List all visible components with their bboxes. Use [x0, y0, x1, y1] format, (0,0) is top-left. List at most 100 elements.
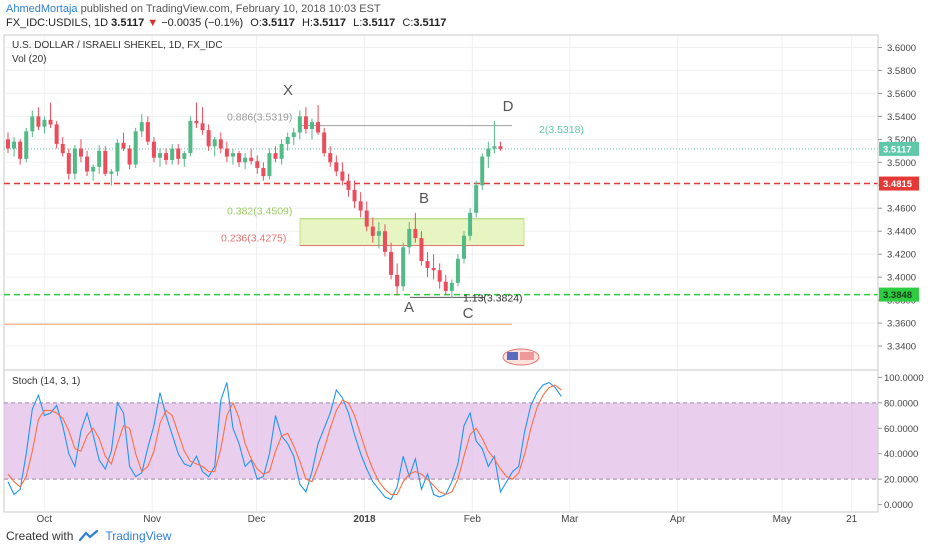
- candle-body: [24, 131, 29, 159]
- candle-body: [151, 141, 156, 158]
- candle-body: [437, 270, 442, 282]
- candle-body: [188, 120, 193, 154]
- candle-body: [370, 226, 375, 236]
- y-tick-label: 3.5200: [887, 135, 916, 146]
- x-tick-label: Oct: [36, 514, 52, 525]
- pattern-point-x: X: [283, 82, 293, 99]
- published-text: published on TradingView.com, February 1…: [80, 3, 381, 15]
- candle-body: [60, 143, 65, 154]
- tradingview-link[interactable]: TradingView: [105, 529, 172, 543]
- fib-zone: [299, 218, 525, 247]
- y-tick-label: 3.5800: [887, 66, 916, 77]
- price-panel[interactable]: [3, 34, 879, 371]
- candle-body: [328, 153, 333, 163]
- candle-body: [480, 156, 485, 186]
- x-tick-label: Apr: [670, 514, 686, 525]
- candle-body: [334, 162, 339, 172]
- open-value: 3.5117: [261, 17, 295, 29]
- candle-body: [431, 267, 436, 271]
- candle-body: [340, 171, 345, 181]
- candle-body: [224, 148, 229, 157]
- candle-body: [66, 153, 71, 174]
- price-tag-bg: [879, 287, 919, 302]
- candle-body: [72, 148, 77, 174]
- candle-body: [395, 274, 400, 287]
- candle-body: [182, 153, 187, 159]
- pattern-point-a: A: [404, 299, 414, 316]
- candle-body: [389, 251, 394, 275]
- stoch-k-line: [7, 381, 562, 501]
- candle-body: [443, 281, 448, 291]
- flag-icon[interactable]: [502, 348, 540, 366]
- x-tick-label: Nov: [143, 514, 161, 525]
- candle-body: [449, 282, 454, 291]
- candle-body: [407, 228, 412, 248]
- candle-body: [273, 153, 278, 159]
- x-axis: Oct Nov Dec 2018 Feb Mar Apr May 21: [36, 514, 857, 525]
- candle-body: [218, 139, 223, 149]
- candle-body: [36, 116, 41, 127]
- x-tick-label: Dec: [248, 514, 266, 525]
- candle-body: [352, 189, 357, 202]
- candle-body: [291, 132, 296, 138]
- stoch-y-tick-label: 0.0000: [884, 500, 913, 511]
- candle-body: [133, 131, 138, 165]
- candle-body: [97, 150, 102, 167]
- author-link[interactable]: AhmedMortaja: [6, 3, 78, 15]
- candle-body: [139, 122, 144, 132]
- stoch-lines: [7, 381, 562, 501]
- x-tick-label: 21: [846, 514, 858, 525]
- stoch-y-tick-label: 100.0000: [884, 373, 924, 384]
- candle-body: [127, 148, 132, 165]
- candle-body: [376, 231, 381, 236]
- candle-body: [115, 142, 120, 172]
- candle-body: [78, 148, 83, 157]
- stoch-y-tick-label: 80.0000: [884, 398, 918, 409]
- level-lines: [4, 125, 878, 325]
- y-tick-label: 3.5600: [887, 89, 916, 100]
- created-with-label: Created with: [6, 529, 74, 543]
- candle-body: [401, 247, 406, 287]
- candle-body: [316, 122, 321, 133]
- candle-body: [243, 157, 248, 163]
- x-tick-label: Feb: [464, 514, 482, 525]
- candle-body: [297, 116, 302, 133]
- candle-body: [164, 153, 169, 161]
- overbought-oversold-band: [4, 402, 878, 480]
- candle-body: [310, 122, 314, 130]
- candle-body: [91, 166, 96, 172]
- candle-body: [30, 116, 35, 132]
- high-value: 3.5117: [312, 17, 347, 29]
- candle-body: [194, 120, 199, 124]
- y-axis: 3.34003.36003.38003.40003.42003.44003.46…: [877, 35, 924, 512]
- price-tag: 3.5117: [883, 144, 912, 155]
- last-price: 3.5117: [111, 17, 145, 29]
- y-tick-label: 3.4400: [887, 227, 916, 238]
- candle-body: [364, 210, 369, 227]
- change-value: −0.0035 (−0.1%): [161, 17, 244, 29]
- fib-label: 0.886(3.5319): [227, 112, 292, 124]
- candle-body: [12, 141, 17, 149]
- price-tags: 3.5117 3.4815 3.3848: [879, 141, 919, 302]
- candle-body: [6, 139, 10, 149]
- y-tick-label: 3.4200: [887, 250, 916, 261]
- fib-retracement-zone: [299, 218, 525, 247]
- candle-body: [358, 201, 363, 211]
- candle-body: [474, 185, 479, 213]
- pattern-point-d: D: [503, 98, 514, 115]
- candle-body: [322, 132, 327, 154]
- y-tick-label: 3.4000: [887, 273, 916, 284]
- candle-body: [249, 157, 254, 162]
- close-label: C:: [402, 17, 414, 29]
- publish-info: AhmedMortaja published on TradingView.co…: [6, 3, 381, 15]
- fib-label: 2(3.5318): [539, 124, 584, 136]
- candle-body: [145, 122, 150, 142]
- candle-body: [42, 119, 47, 127]
- candle-body: [121, 142, 126, 149]
- stoch-y-tick-label: 20.0000: [884, 475, 918, 486]
- y-tick-label: 3.4600: [887, 204, 916, 215]
- chart-title: U.S. DOLLAR / ISRAELI SHEKEL, 1D, FX_IDC: [12, 40, 223, 51]
- candle-body: [267, 153, 272, 177]
- candle-body: [48, 119, 53, 125]
